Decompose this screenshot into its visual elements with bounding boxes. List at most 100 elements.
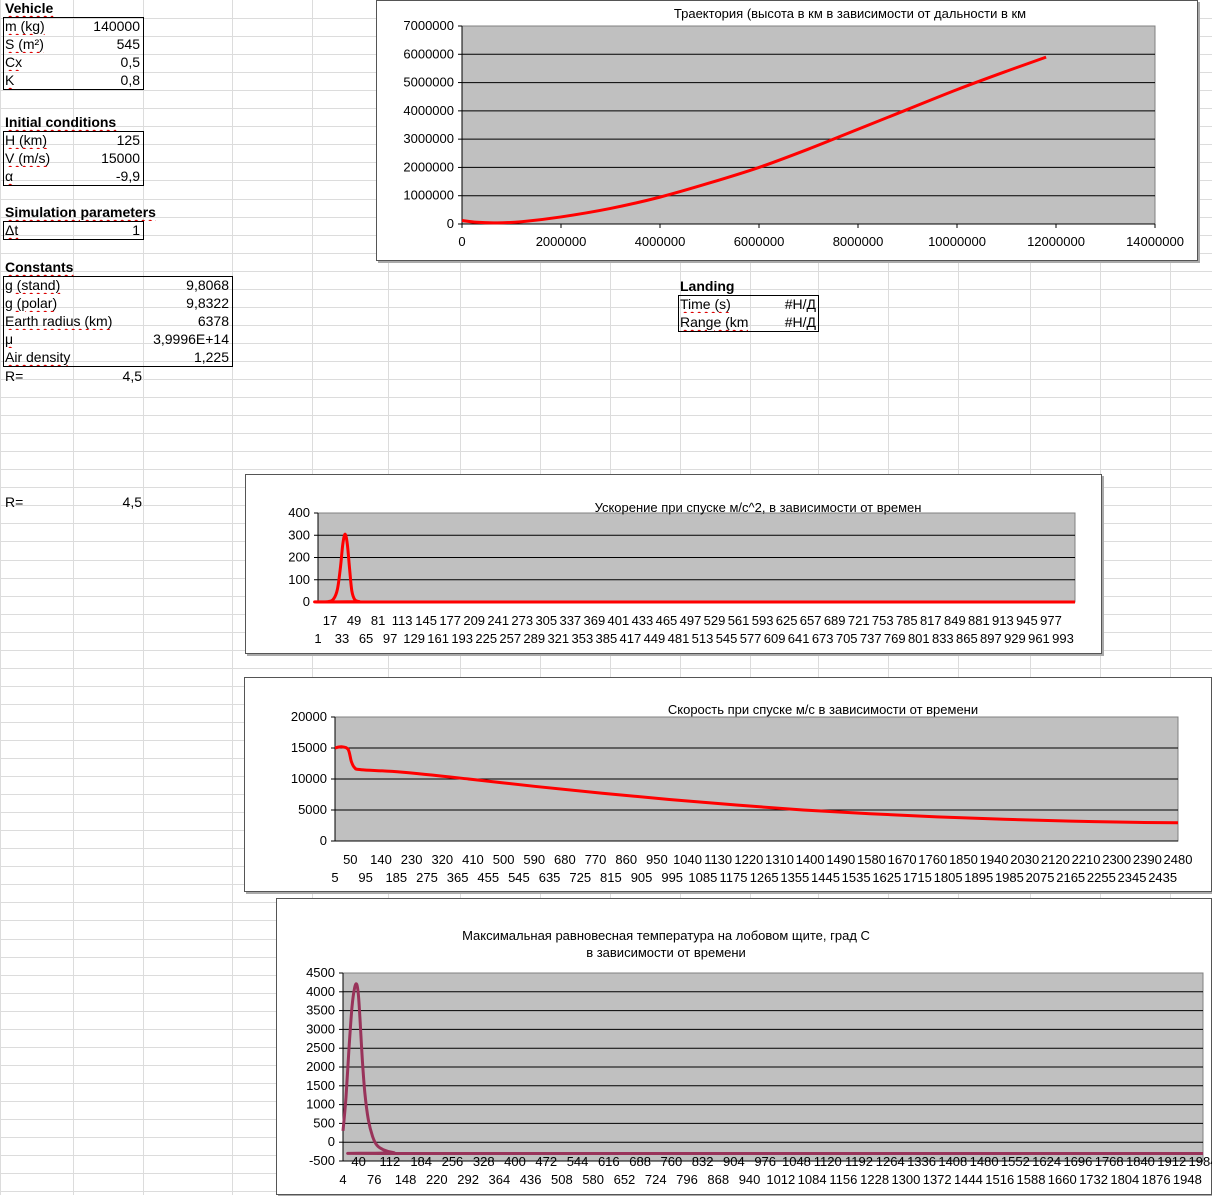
temperature-chart[interactable]: -500 0 500 1000 1500 2000 2500 3000 3500 4000 4500… xyxy=(276,898,1212,1195)
sim-title[interactable]: Simulation parameters xyxy=(5,204,156,220)
vehicle-value[interactable]: 545 xyxy=(116,36,140,52)
initial-value[interactable]: 125 xyxy=(116,132,140,148)
landing-value[interactable]: #Н/Д xyxy=(784,296,816,312)
constants-value[interactable]: 6378 xyxy=(197,313,229,329)
x-tick-label: 705 xyxy=(836,631,858,646)
vehicle-value[interactable]: 140000 xyxy=(93,18,140,34)
r-value[interactable]: 4,5 xyxy=(122,368,142,384)
constants-label[interactable]: μ xyxy=(5,331,14,347)
initial-title[interactable]: Initial conditions xyxy=(5,114,117,130)
x-tick-label: 993 xyxy=(1052,631,1074,646)
x-tick-label: 1805 xyxy=(934,870,963,885)
constants-label[interactable]: Earth radius (km) xyxy=(5,313,113,329)
x-tick-label: 455 xyxy=(477,870,499,885)
constants-value[interactable]: 3,9996E+14 xyxy=(153,331,229,347)
chart-title: Траектория (высота в км в зависимости от… xyxy=(674,6,1026,21)
x-tick-label: 1624 xyxy=(1032,1154,1061,1169)
x-tick-label: 641 xyxy=(788,631,810,646)
vehicle-value[interactable]: 0,8 xyxy=(120,72,140,88)
initial-label[interactable]: H (km) xyxy=(5,132,47,148)
chart-subtitle: в зависимости от времени xyxy=(586,945,746,960)
x-tick-label: 673 xyxy=(812,631,834,646)
x-tick-label: 616 xyxy=(598,1154,620,1169)
x-tick-label: 2345 xyxy=(1118,870,1147,885)
vehicle-label[interactable]: m (kg) xyxy=(5,18,45,34)
r-label[interactable]: R= xyxy=(5,368,24,384)
x-tick-label: 497 xyxy=(680,613,702,628)
vehicle-title[interactable]: Vehicle xyxy=(5,0,54,16)
x-tick-label: 1400 xyxy=(796,852,825,867)
y-tick-label: 500 xyxy=(313,1115,335,1130)
x-tick-label: 230 xyxy=(401,852,423,867)
y-tick-label: 0 xyxy=(303,594,310,609)
vehicle-label[interactable]: Cx xyxy=(5,54,23,70)
x-tick-label: 436 xyxy=(520,1172,542,1187)
x-tick-label: 365 xyxy=(447,870,469,885)
trajectory-chart[interactable]: 0 1000000 2000000 3000000 4000000 5000000 6000… xyxy=(376,0,1198,261)
x-tick-label: 849 xyxy=(944,613,966,628)
x-tick-label: 1588 xyxy=(1017,1172,1046,1187)
x-tick-label: 500 xyxy=(493,852,515,867)
vehicle-label[interactable]: K xyxy=(5,72,15,88)
landing-label[interactable]: Time (s) xyxy=(680,296,731,312)
vehicle-value[interactable]: 0,5 xyxy=(120,54,140,70)
initial-value[interactable]: 15000 xyxy=(101,150,140,166)
x-tick-label: 76 xyxy=(367,1172,381,1187)
x-tick-label: 2030 xyxy=(1010,852,1039,867)
x-tick-label: 961 xyxy=(1028,631,1050,646)
initial-border xyxy=(3,131,144,186)
x-tick-label: 4 xyxy=(339,1172,346,1187)
constants-label[interactable]: g (stand) xyxy=(5,277,61,293)
constants-label[interactable]: Air density xyxy=(5,349,71,365)
x-tick-label: 4000000 xyxy=(635,234,686,249)
x-tick-label: 1192 xyxy=(845,1154,873,1169)
constants-value[interactable]: 1,225 xyxy=(193,349,229,365)
x-tick-label: 1130 xyxy=(704,852,732,867)
x-tick-label: 353 xyxy=(571,631,593,646)
initial-label[interactable]: α xyxy=(5,168,14,184)
y-tick-label: 15000 xyxy=(291,740,327,755)
x-tick-label: 209 xyxy=(463,613,485,628)
x-tick-label: 256 xyxy=(442,1154,464,1169)
x-tick-label: 2435 xyxy=(1148,870,1177,885)
landing-label[interactable]: Range (km xyxy=(680,314,748,330)
x-tick-label: 1804 xyxy=(1110,1172,1139,1187)
r-value[interactable]: 4,5 xyxy=(122,494,142,510)
y-tick-label: 2500 xyxy=(306,1040,335,1055)
x-tick-label: 0 xyxy=(458,234,465,249)
x-tick-label: 410 xyxy=(462,852,484,867)
sim-value[interactable]: 1 xyxy=(132,222,140,238)
landing-title[interactable]: Landing xyxy=(680,278,735,294)
x-tick-label: 945 xyxy=(1016,613,1038,628)
velocity-chart[interactable]: 0 5000 10000 15000 20000 5 95 185 275 365 455 545 63… xyxy=(244,677,1212,892)
vehicle-label[interactable]: S (m²) xyxy=(5,36,44,52)
x-tick-label: 185 xyxy=(385,870,407,885)
constants-value[interactable]: 9,8068 xyxy=(186,277,229,293)
initial-value[interactable]: -9,9 xyxy=(115,168,140,184)
constants-title[interactable]: Constants xyxy=(5,259,74,275)
x-tick-label: 12000000 xyxy=(1027,234,1085,249)
x-tick-label: 65 xyxy=(359,631,373,646)
r-label[interactable]: R= xyxy=(5,494,24,510)
series-line xyxy=(334,745,1179,825)
x-tick-label: 688 xyxy=(629,1154,651,1169)
x-tick-label: 1940 xyxy=(980,852,1009,867)
x-tick-label: 1850 xyxy=(949,852,978,867)
x-tick-label: 529 xyxy=(704,613,726,628)
x-tick-label: 904 xyxy=(723,1154,745,1169)
landing-value[interactable]: #Н/Д xyxy=(784,314,816,330)
acceleration-chart[interactable]: 0 100 200 300 400 1 33 65 97 129 161 193 225 257 289 32… xyxy=(245,474,1102,654)
x-tick-label: 97 xyxy=(383,631,397,646)
x-tick-label: 14000000 xyxy=(1126,234,1184,249)
constants-label[interactable]: g (polar) xyxy=(5,295,58,311)
y-tick-label: 3500 xyxy=(306,1003,335,1018)
x-tick-label: 545 xyxy=(508,870,530,885)
x-tick-label: 1985 xyxy=(995,870,1024,885)
x-tick-label: 145 xyxy=(415,613,437,628)
sim-label[interactable]: Δt xyxy=(5,222,19,238)
x-tick-label: 113 xyxy=(392,613,413,628)
initial-label[interactable]: V (m/s) xyxy=(5,150,51,166)
constants-value[interactable]: 9,8322 xyxy=(186,295,229,311)
x-tick-label: 929 xyxy=(1004,631,1026,646)
series-line xyxy=(341,982,1204,1156)
